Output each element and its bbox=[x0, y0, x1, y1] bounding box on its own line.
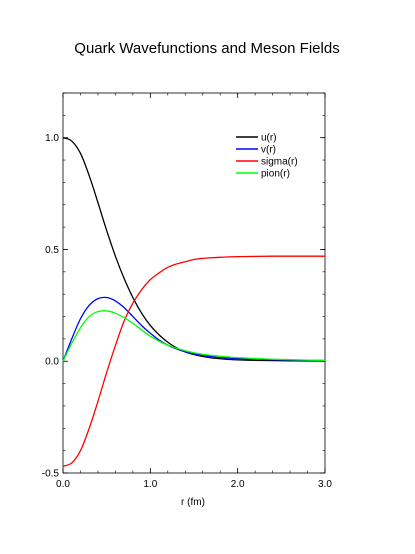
series-line-sigma-r bbox=[62, 255, 325, 467]
axes: 0.0 1.0 2.0 3.0-0.50.00.51.0 bbox=[42, 92, 332, 490]
legend-label: pion(r) bbox=[261, 169, 290, 180]
y-tick-label: 0.0 bbox=[45, 357, 59, 368]
series-layer bbox=[62, 137, 326, 467]
series-line-pion-r bbox=[62, 310, 326, 362]
x-tick-label: 1.0 bbox=[143, 479, 157, 490]
series-line-u-r bbox=[62, 137, 326, 362]
plot-frame bbox=[62, 92, 326, 474]
legend-label: v(r) bbox=[261, 145, 276, 156]
series-line-v-r bbox=[62, 296, 326, 362]
legend-label: u(r) bbox=[261, 133, 277, 144]
y-tick-label: -0.5 bbox=[42, 469, 60, 480]
legend: u(r)v(r)sigma(r)pion(r) bbox=[236, 133, 298, 180]
x-tick-label: 0.0 bbox=[56, 479, 70, 490]
x-tick-label: 2.0 bbox=[231, 479, 245, 490]
y-tick-label: 0.5 bbox=[45, 245, 59, 256]
x-tick-label: 3.0 bbox=[318, 479, 332, 490]
legend-label: sigma(r) bbox=[261, 157, 298, 168]
x-axis-label: r (fm) bbox=[181, 497, 205, 508]
chart-title: Quark Wavefunctions and Meson Fields bbox=[74, 40, 339, 57]
y-tick-label: 1.0 bbox=[45, 133, 59, 144]
